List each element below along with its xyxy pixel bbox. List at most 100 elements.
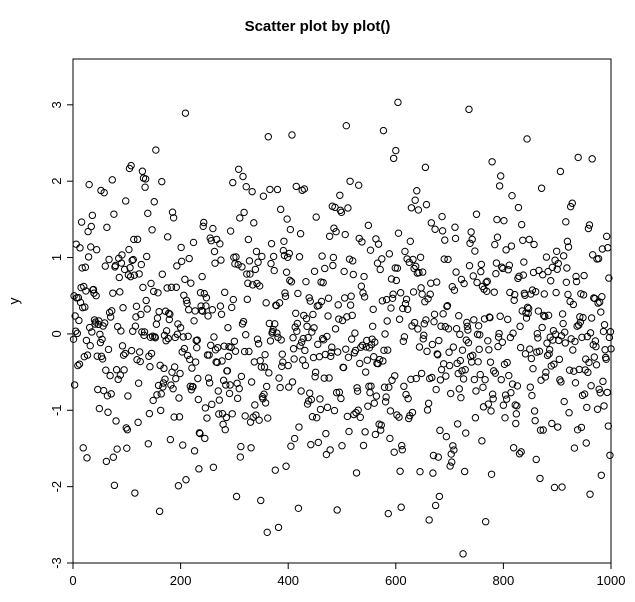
data-point (290, 335, 296, 341)
data-point (158, 391, 164, 397)
data-point (341, 295, 347, 301)
data-point (361, 273, 367, 279)
data-point (148, 280, 154, 286)
data-point (430, 470, 436, 476)
data-point (275, 524, 281, 530)
data-point (361, 294, 367, 300)
data-point (439, 213, 445, 219)
data-point (119, 343, 125, 349)
data-point (450, 344, 456, 350)
data-point (515, 204, 521, 210)
data-point (476, 346, 482, 352)
data-point (497, 313, 503, 319)
data-point (371, 354, 377, 360)
data-point (375, 241, 381, 247)
data-point (102, 263, 108, 269)
data-point (452, 224, 458, 230)
data-point (323, 430, 329, 436)
data-point (252, 402, 258, 408)
data-point (279, 363, 285, 369)
data-point (87, 342, 93, 348)
y-tick-label: 2 (49, 178, 64, 185)
data-point (315, 439, 321, 445)
data-point (222, 289, 228, 295)
data-point (105, 409, 111, 415)
y-tick-label: -3 (49, 557, 64, 569)
data-point (393, 147, 399, 153)
data-point (553, 248, 559, 254)
data-point (496, 183, 502, 189)
data-point (209, 307, 215, 313)
data-point (344, 413, 350, 419)
data-point (459, 347, 465, 353)
data-point (227, 228, 233, 234)
data-point (447, 463, 453, 469)
data-point (387, 408, 393, 414)
data-point (256, 417, 262, 423)
data-point (365, 403, 371, 409)
data-point (480, 404, 486, 410)
data-point (297, 231, 303, 237)
data-point (475, 323, 481, 329)
data-point (383, 394, 389, 400)
data-point (429, 341, 435, 347)
data-point (265, 134, 271, 140)
data-point (105, 346, 111, 352)
data-point (186, 255, 192, 261)
data-point (475, 359, 481, 365)
data-point (317, 396, 323, 402)
data-point (122, 350, 128, 356)
data-point (121, 367, 127, 373)
data-point (76, 361, 82, 367)
data-point (223, 414, 229, 420)
data-point (292, 324, 298, 330)
data-point (284, 216, 290, 222)
data-point (436, 337, 442, 343)
data-point (563, 219, 569, 225)
data-point (142, 176, 148, 182)
data-point (295, 290, 301, 296)
data-point (360, 290, 366, 296)
data-point (229, 304, 235, 310)
data-point (296, 424, 302, 430)
data-point (362, 369, 368, 375)
data-point (287, 226, 293, 232)
data-point (490, 396, 496, 402)
data-point (410, 289, 416, 295)
data-point (217, 241, 223, 247)
data-point (283, 463, 289, 469)
data-point (151, 199, 157, 205)
data-point (565, 291, 571, 297)
data-point (342, 231, 348, 237)
data-point (304, 323, 310, 329)
data-point (428, 220, 434, 226)
data-point (436, 493, 442, 499)
data-point (255, 341, 261, 347)
y-tick-label: 1 (49, 254, 64, 261)
data-point (154, 392, 160, 398)
data-point (429, 374, 435, 380)
data-point (145, 441, 151, 447)
data-point (290, 346, 296, 352)
data-point (544, 340, 550, 346)
data-point (498, 376, 504, 382)
data-point (524, 136, 530, 142)
data-point (116, 274, 122, 280)
data-point (210, 225, 216, 231)
data-point (302, 362, 308, 368)
data-point (385, 347, 391, 353)
data-point (267, 186, 273, 192)
data-point (264, 529, 270, 535)
data-point (326, 375, 332, 381)
data-point (478, 268, 484, 274)
data-point (177, 370, 183, 376)
data-point (591, 354, 597, 360)
data-point (499, 339, 505, 345)
data-point (248, 379, 254, 385)
data-point (120, 352, 126, 358)
data-point (385, 510, 391, 516)
data-point (345, 354, 351, 360)
data-point (287, 277, 293, 283)
data-point (599, 294, 605, 300)
data-point (162, 376, 168, 382)
